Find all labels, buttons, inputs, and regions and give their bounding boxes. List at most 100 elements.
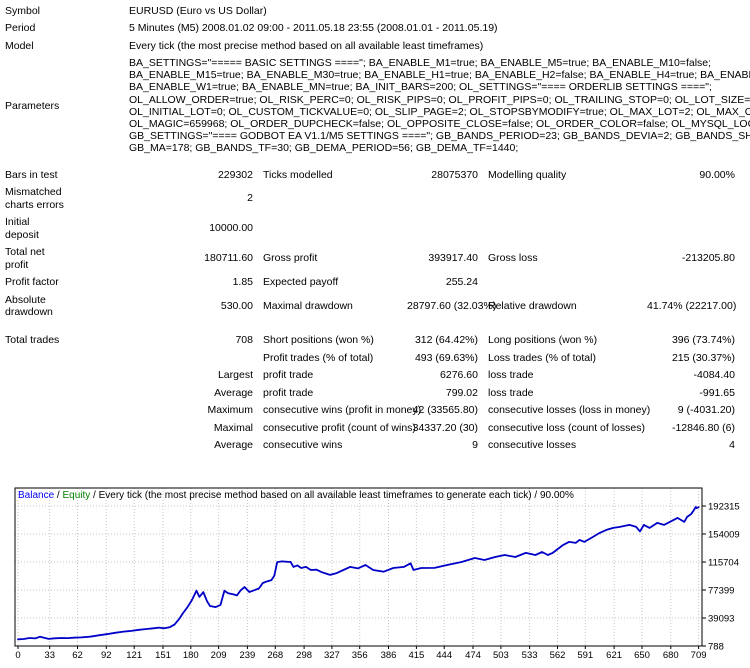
stat-row: Total trades 708 Short positions (won %) 31…: [3, 321, 737, 349]
parameters-line: GB_MA=178; GB_BANDS_TF=30; GB_DEMA_PERIO…: [129, 142, 519, 155]
stat-label: Modelling quality: [488, 168, 567, 181]
stat-value: -991.65: [699, 386, 735, 399]
model-value: Every tick (the most precise method base…: [129, 39, 484, 52]
stat-label: Ticks modelled: [263, 168, 333, 181]
stat-value: [645, 274, 737, 292]
x-axis-label: 386: [381, 650, 397, 661]
stat-value: 180711.60: [204, 252, 253, 265]
parameters-line: BA_SETTINGS="===== BASIC SETTINGS ====";…: [129, 57, 712, 69]
stat-value: Maximal: [213, 421, 253, 434]
stat-label: consecutive wins: [263, 439, 343, 451]
x-axis-label: 650: [634, 650, 650, 661]
stat-value: 4: [729, 439, 735, 451]
stat-label: [3, 384, 67, 402]
legend-quality-text: 90.00%: [539, 490, 574, 501]
stat-label: Long positions (won %): [488, 334, 598, 346]
stat-row: Mismatched charts errors 2: [3, 184, 737, 214]
stat-label: [3, 367, 67, 385]
x-axis-label: 298: [296, 650, 312, 661]
x-axis-label: 474: [465, 650, 481, 661]
stat-value: -4084.40: [693, 369, 735, 381]
stat-label: [480, 274, 645, 292]
stat-label: Mismatched charts errors: [5, 186, 64, 211]
stat-row: Average profit trade 799.02 loss trade -991.…: [3, 384, 737, 402]
x-axis-label: 415: [408, 650, 424, 661]
y-axis-label: 39093: [708, 614, 734, 625]
stat-row: Total net profit 180711.60 Gross profit 393…: [3, 244, 737, 274]
parameters-value: BA_SETTINGS="===== BASIC SETTINGS ====";…: [127, 55, 750, 158]
x-axis-label: 356: [352, 650, 368, 661]
stat-label: [255, 184, 405, 214]
stat-label: consecutive loss (count of losses): [488, 421, 645, 434]
stat-label: consecutive wins (profit in money): [263, 404, 422, 416]
stat-label: Absolute drawdown: [5, 293, 53, 319]
model-label: Model: [5, 39, 34, 52]
parameters-line: OL_ALLOW_ORDER=true; OL_RISK_PERC=0; OL_…: [129, 93, 750, 106]
stat-value: 708: [235, 334, 253, 346]
stat-label: Profit factor: [5, 276, 59, 288]
stat-value: Maximum: [207, 404, 253, 416]
legend-separator: /: [54, 490, 63, 501]
stat-label: profit trade: [263, 386, 314, 399]
stat-label: [480, 184, 645, 214]
x-axis-label: 621: [606, 650, 622, 661]
stat-label: [3, 349, 67, 367]
chart-border: [14, 487, 703, 647]
x-axis-label: 680: [663, 650, 679, 661]
stat-value: 255.24: [445, 276, 478, 288]
period-row: Period 5 Minutes (M5) 2008.01.02 09:00 -…: [3, 20, 747, 38]
stat-value: [405, 184, 480, 214]
stat-label: Bars in test: [5, 168, 58, 181]
stat-value: 1.85: [232, 276, 253, 288]
stat-label: profit trade: [263, 369, 314, 381]
stat-value: 9 (-4031.20): [677, 404, 735, 416]
stat-label: [3, 419, 67, 437]
stat-label: [480, 214, 645, 244]
stat-label: loss trade: [488, 369, 534, 381]
legend-balance-label: Balance: [18, 490, 55, 501]
stat-label: Total trades: [5, 334, 60, 346]
parameters-line: OL_MAGIC=659968; OL_ORDER_DUPCHECK=false…: [129, 118, 750, 131]
stat-value: 34337.20 (30): [412, 421, 478, 434]
y-axis-label: 77399: [708, 586, 734, 597]
stat-value: 2: [247, 192, 253, 205]
stat-label: consecutive losses: [488, 439, 577, 451]
x-axis-label: 444: [436, 650, 452, 661]
symbol-value: EURUSD (Euro vs US Dollar): [129, 4, 267, 17]
stat-value: 9: [472, 439, 478, 451]
stat-value: -12846.80 (6): [671, 421, 735, 434]
parameters-label: Parameters: [5, 99, 60, 112]
stat-value: 530.00: [220, 299, 253, 312]
stat-label: loss trade: [488, 386, 534, 399]
stat-value: 799.02: [445, 386, 478, 399]
stat-label: [3, 402, 67, 420]
parameters-row: Parameters BA_SETTINGS="===== BASIC SETT…: [3, 55, 750, 158]
stat-value: Largest: [217, 369, 253, 381]
x-axis-label: 327: [324, 650, 340, 661]
x-axis-label: 151: [155, 650, 171, 661]
stat-label: consecutive profit (count of wins): [263, 421, 416, 434]
stat-row: Largest profit trade 6276.60 loss trade -408…: [3, 367, 737, 385]
balance-equity-chart: Balance / Equity / Every tick (the most …: [0, 486, 750, 668]
statistics-table: Bars in test 229302 Ticks modelled 28075370…: [3, 166, 737, 454]
stat-value: 229302: [217, 168, 253, 181]
stat-label: Gross loss: [488, 252, 538, 265]
stat-row: Initial deposit 10000.00: [3, 214, 737, 244]
period-value: 5 Minutes (M5) 2008.01.02 09:00 - 2011.0…: [129, 22, 498, 34]
stat-value: 493 (69.63%): [414, 351, 478, 364]
stat-value: 42 (33565.80): [412, 404, 478, 416]
x-axis-label: 709: [691, 650, 707, 661]
stat-value: -213205.80: [681, 252, 735, 265]
x-axis-label: 239: [239, 650, 255, 661]
stat-value: 215 (30.37%): [671, 351, 735, 364]
y-axis-label: 154009: [708, 530, 740, 541]
stat-label: [3, 437, 67, 455]
stat-value: 396 (73.74%): [671, 334, 735, 346]
x-axis-label: 209: [211, 650, 227, 661]
stat-label: Relative drawdown: [488, 299, 577, 312]
stat-label: Maximal drawdown: [263, 299, 353, 312]
stat-label: Loss trades (% of total): [488, 351, 596, 364]
parameters-line: BA_ENABLE_W1=true; BA_ENABLE_MN=true; BA…: [129, 81, 712, 94]
y-axis-label: 115704: [708, 558, 739, 569]
legend-equity-label: Equity: [62, 490, 91, 501]
